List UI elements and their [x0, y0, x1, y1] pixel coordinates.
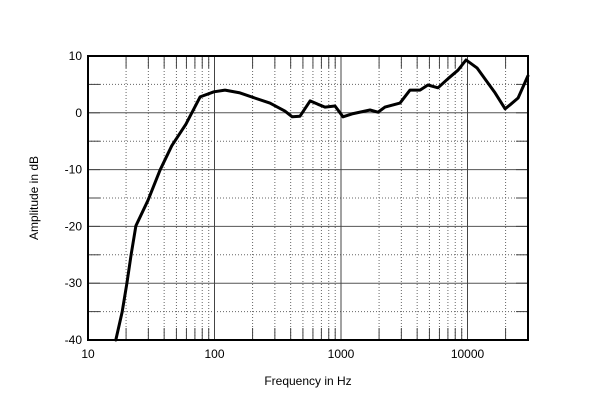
y-axis-label: Amplitude in dB [27, 156, 41, 240]
y-tick-label: -30 [65, 276, 83, 290]
y-tick-label: -20 [65, 219, 83, 233]
y-tick-label: -10 [65, 163, 83, 177]
plot-frame [87, 55, 529, 341]
y-axis-ticks: 10 0 -10 -20 -30 -40 [65, 49, 83, 347]
x-tick-label: 10000 [451, 347, 485, 361]
y-tick-label: -40 [65, 333, 83, 347]
x-tick-label: 10 [81, 347, 95, 361]
y-tick-label: 0 [75, 106, 82, 120]
x-tick-label: 100 [204, 347, 224, 361]
response-curve [114, 58, 530, 342]
x-tick-label: 1000 [328, 347, 355, 361]
y-tick-label: 10 [69, 49, 83, 63]
grid [88, 56, 528, 340]
x-axis-label: Frequency in Hz [264, 374, 351, 388]
x-axis-ticks: 10 100 1000 10000 [81, 347, 484, 361]
